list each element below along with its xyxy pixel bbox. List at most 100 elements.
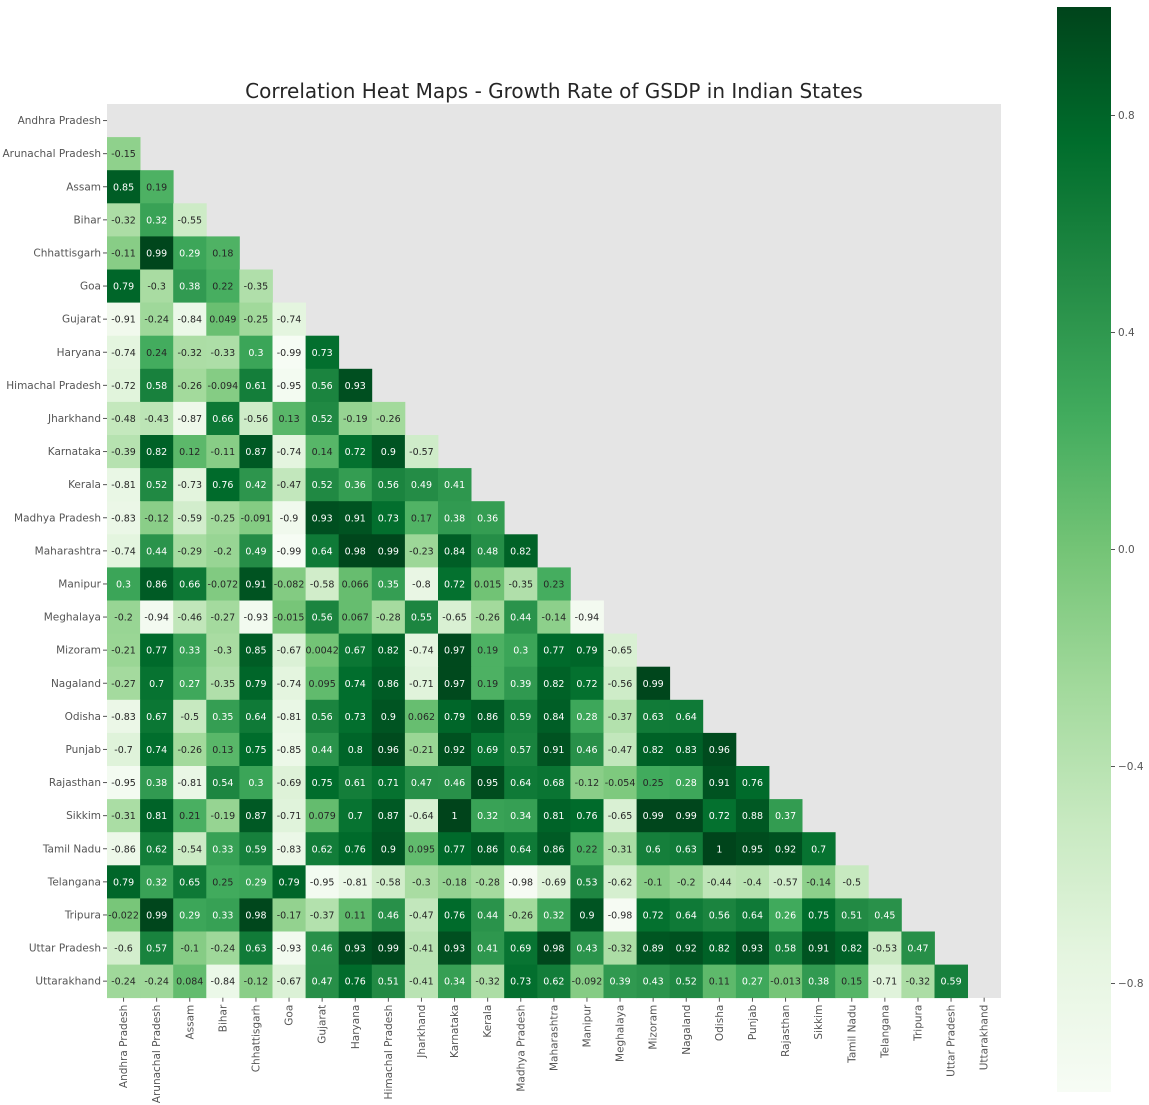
- heatmap-cell: [537, 832, 571, 866]
- heatmap-cell: [206, 501, 240, 535]
- heatmap-cell: [371, 832, 406, 866]
- cell-value-label: 0.79: [576, 646, 597, 657]
- cell-value-label: 0.85: [245, 646, 266, 657]
- cell-value-label: 0.44: [510, 613, 531, 624]
- x-tick-label: Assam: [184, 1005, 196, 1040]
- heatmap-cell: [404, 501, 439, 535]
- cell-value-label: -0.47: [409, 910, 434, 921]
- heatmap-cell: [504, 666, 538, 701]
- cell-value-label: 0.35: [378, 579, 399, 590]
- cell-value-label: 0.76: [345, 844, 366, 855]
- heatmap-cell: [173, 435, 207, 469]
- heatmap-cell: [272, 898, 306, 932]
- cell-value-label: 0.93: [742, 944, 763, 955]
- heatmap-cell: [371, 931, 406, 965]
- heatmap-cell: [537, 699, 571, 734]
- heatmap-cell: [735, 766, 770, 800]
- cell-value-label: 0.69: [510, 944, 531, 955]
- cell-value-label: -0.26: [177, 381, 202, 392]
- cell-value-label: 0.51: [378, 977, 399, 988]
- heatmap-cell: [140, 368, 174, 403]
- cell-value-label: -0.072: [208, 579, 239, 590]
- cell-value-label: -0.28: [475, 877, 500, 888]
- cell-value-label: 0.64: [510, 778, 531, 789]
- cell-value-label: 0.64: [676, 712, 697, 723]
- cell-value-label: -0.74: [277, 447, 302, 458]
- heatmap-cell: [570, 600, 604, 634]
- cell-value-label: -0.56: [608, 679, 633, 690]
- cell-value-label: -0.3: [412, 877, 431, 888]
- heatmap-cell: [173, 964, 207, 999]
- heatmap-cell: [107, 170, 141, 204]
- heatmap-cell: [570, 931, 604, 965]
- heatmap-cell: [173, 865, 207, 899]
- cell-value-label: 0.81: [146, 811, 167, 822]
- cell-value-label: 0.86: [543, 844, 564, 855]
- colorbar-tick-label: 0.0: [1118, 544, 1135, 556]
- cell-value-label: 0.41: [477, 944, 498, 955]
- cell-value-label: -0.35: [211, 679, 236, 690]
- heatmap-cell: [272, 534, 306, 568]
- cell-value-label: 0.76: [742, 778, 763, 789]
- cell-value-label: 0.86: [477, 844, 498, 855]
- heatmap-cell: [338, 964, 373, 999]
- heatmap-cell: [173, 335, 207, 370]
- cell-annotations: -0.150.85 0.19-0.32 0.32 -0.55-0.11 0.99 0.29…: [108, 149, 961, 988]
- heatmap-cell: [305, 335, 340, 370]
- cell-value-label: 0.99: [146, 910, 167, 921]
- heatmap-cell: [107, 468, 141, 502]
- heatmap-cell: [404, 435, 439, 469]
- cell-value-label: -0.54: [177, 844, 202, 855]
- heatmap-cell: [140, 236, 174, 270]
- cell-value-label: 0.15: [841, 977, 862, 988]
- cell-value-label: -0.21: [111, 646, 136, 657]
- heatmap-cell: [504, 600, 538, 634]
- heatmap-cell: [107, 832, 141, 866]
- cell-value-label: 0.95: [477, 778, 498, 789]
- cell-value-label: -0.71: [277, 811, 302, 822]
- cell-value-label: 0.71: [378, 778, 399, 789]
- heatmap-cell: [239, 666, 273, 701]
- cell-value-label: 0.25: [212, 877, 233, 888]
- cell-value-label: -0.41: [409, 977, 434, 988]
- heatmap-cell: [239, 832, 273, 866]
- cell-value-label: 0.87: [245, 811, 266, 822]
- x-tick-label: Jharkhand: [416, 1005, 428, 1059]
- heatmap-cell: [239, 964, 273, 999]
- cell-value-label: 0.83: [676, 745, 697, 756]
- heatmap-cell: [140, 732, 174, 767]
- heatmap-cell: [140, 898, 174, 932]
- cell-value-label: 0.92: [775, 844, 796, 855]
- cell-value-label: -0.47: [277, 480, 302, 491]
- heatmap-cell: [471, 633, 505, 668]
- heatmap-cell: [107, 236, 141, 270]
- cell-value-label: 0.96: [709, 745, 730, 756]
- cell-value-label: 0.55: [411, 613, 432, 624]
- cell-value-label: 0.87: [245, 447, 266, 458]
- heatmap-cell: [371, 468, 406, 502]
- heatmap-cell: [603, 699, 637, 734]
- cell-value-label: -0.74: [277, 679, 302, 690]
- cell-value-label: -0.26: [508, 910, 533, 921]
- heatmap-cell: [239, 335, 273, 370]
- cell-value-label: -0.57: [409, 447, 434, 458]
- heatmap-cell: [338, 600, 373, 634]
- heatmap-cell: [570, 799, 604, 833]
- x-tick-label: Madhya Pradesh: [515, 1005, 527, 1092]
- cell-value-label: 0.52: [676, 977, 697, 988]
- cell-value-label: 0.22: [212, 282, 233, 293]
- cell-value-label: 0.015: [474, 579, 501, 590]
- cell-value-label: -0.26: [475, 613, 500, 624]
- cell-value-label: 0.98: [543, 944, 564, 955]
- heatmap-cell: [735, 964, 770, 999]
- heatmap-cell: [404, 633, 439, 668]
- y-tick-label: Manipur: [58, 578, 101, 590]
- cell-value-label: -0.85: [277, 745, 302, 756]
- cell-value-label: 0.7: [149, 679, 164, 690]
- heatmap-cell: [669, 898, 704, 932]
- heatmap-cell: [537, 898, 571, 932]
- cell-value-label: 0.74: [345, 679, 366, 690]
- heatmap-cell: [735, 865, 770, 899]
- cell-value-label: -0.67: [277, 646, 302, 657]
- heatmap-cell: [140, 269, 174, 303]
